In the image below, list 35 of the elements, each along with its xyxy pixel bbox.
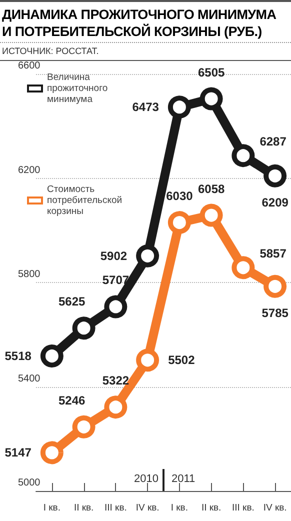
- data-label: 6209: [262, 195, 289, 210]
- data-label: 6473: [132, 100, 160, 114]
- data-label: 6287: [260, 134, 287, 149]
- data-label: 6030: [166, 189, 194, 204]
- chart-title: ДИНАМИКА ПРОЖИТОЧНОГО МИНИМУМА И ПОТРЕБИТЕЛЬСКОЙ КОРЗИНЫ (РУБ.): [0, 0, 291, 43]
- legend-label: Величина прожиточного минимума: [47, 72, 108, 105]
- data-label: 5902: [100, 248, 128, 263]
- data-label: 5502: [168, 353, 196, 368]
- data-label: 5147: [4, 446, 32, 460]
- x-tick-label: II кв.: [201, 502, 222, 514]
- data-label: 6058: [198, 182, 225, 196]
- y-tick-label: 6600: [18, 60, 41, 72]
- legend-label: Стоимость потребительской корзины: [47, 184, 122, 217]
- data-label: 5246: [58, 393, 86, 408]
- x-tick-label: II кв.: [74, 502, 94, 514]
- data-label: 5518: [4, 348, 32, 363]
- data-label: 5785: [262, 306, 289, 320]
- y-tick-label: 5000: [18, 478, 41, 488]
- x-tick-label: III кв.: [104, 502, 127, 514]
- data-label: 6505: [198, 65, 225, 80]
- x-tick-label: I кв.: [170, 502, 188, 514]
- x-tick-label: IV кв.: [263, 502, 287, 514]
- annotation: 2011: [172, 473, 196, 485]
- data-label: 5322: [102, 374, 130, 388]
- x-tick-label: III кв.: [232, 502, 254, 514]
- x-tick-label: IV кв.: [136, 502, 160, 514]
- data-label: 5857: [260, 246, 287, 261]
- data-label: 5625: [58, 294, 86, 309]
- y-tick-label: 6200: [18, 164, 41, 176]
- annotation: 2010: [134, 473, 158, 485]
- chart-subtitle: ИСТОЧНИК: РОССТАТ.: [0, 43, 291, 61]
- data-label: 5707: [102, 273, 130, 288]
- x-tick-label: I кв.: [43, 502, 60, 514]
- y-tick-label: 5400: [18, 373, 41, 384]
- y-tick-label: 5800: [18, 269, 41, 280]
